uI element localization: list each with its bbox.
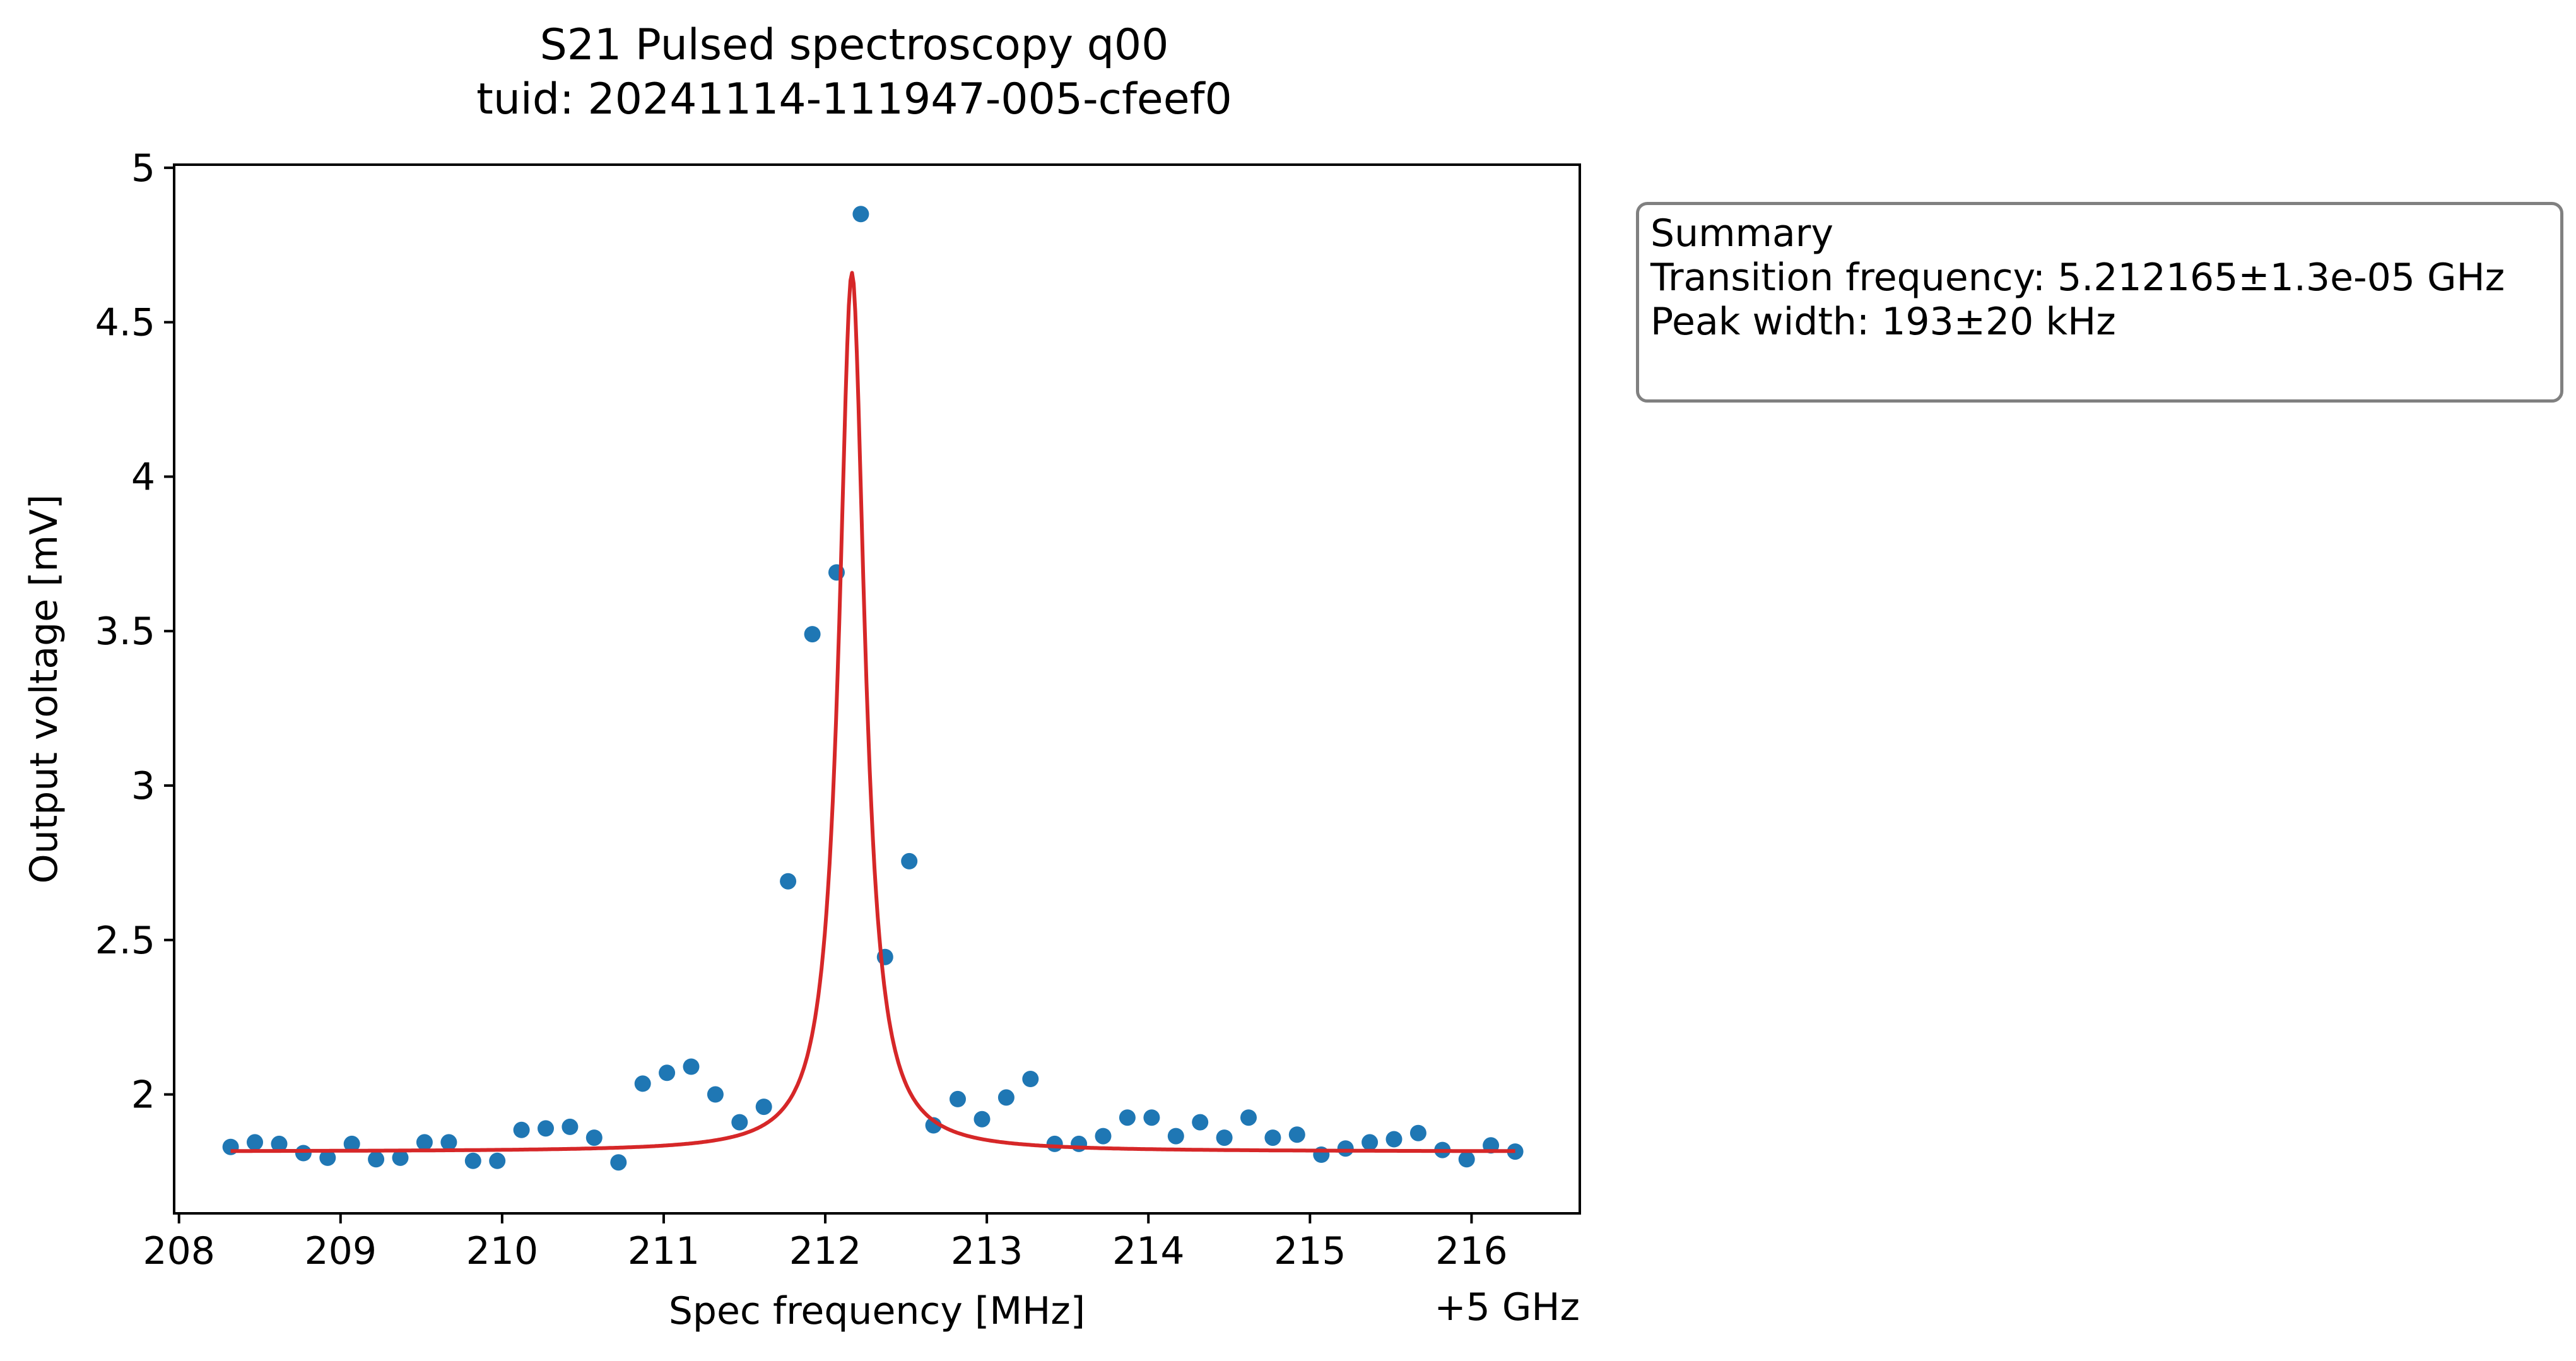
data-point	[585, 1129, 603, 1146]
x-tick-label: 215	[1274, 1229, 1346, 1273]
x-axis-label: Spec frequency [MHz]	[669, 1289, 1085, 1333]
x-tick-label: 216	[1435, 1229, 1508, 1273]
data-point	[950, 1090, 966, 1107]
data-point	[1216, 1129, 1233, 1146]
x-tick-label: 213	[951, 1229, 1023, 1273]
y-tick-label: 5	[131, 146, 155, 191]
data-point	[1240, 1109, 1257, 1126]
x-tick-label: 208	[143, 1229, 215, 1273]
data-point	[538, 1120, 554, 1137]
x-tick-label: 210	[466, 1229, 539, 1273]
summary-transition-frequency: Transition frequency: 5.212165±1.3e-05 G…	[1650, 256, 2505, 300]
data-point	[707, 1086, 724, 1103]
x-tick-label: 212	[789, 1229, 862, 1273]
data-point	[295, 1145, 312, 1162]
fit-line	[230, 271, 1515, 1153]
data-point	[247, 1134, 263, 1151]
data-point	[1288, 1126, 1305, 1143]
data-point	[489, 1152, 506, 1169]
data-point	[1046, 1135, 1063, 1152]
x-offset-label: +5 GHz	[1434, 1285, 1580, 1329]
x-tick-label: 209	[305, 1229, 377, 1273]
data-point	[513, 1121, 530, 1138]
data-point	[1022, 1071, 1039, 1087]
data-point	[755, 1099, 772, 1116]
data-point	[634, 1075, 651, 1092]
data-point	[1095, 1128, 1112, 1145]
data-point	[271, 1135, 288, 1152]
data-point	[610, 1154, 627, 1171]
data-point	[1192, 1114, 1209, 1131]
data-point	[852, 206, 869, 223]
data-point	[1409, 1124, 1426, 1141]
chart-title: S21 Pulsed spectroscopy q00	[540, 20, 1169, 70]
data-point	[1385, 1131, 1403, 1148]
y-tick-label: 2	[131, 1073, 155, 1117]
data-point	[997, 1089, 1015, 1106]
data-point	[1337, 1140, 1354, 1157]
data-point	[440, 1134, 457, 1151]
data-point	[1264, 1129, 1281, 1146]
y-tick-label: 4	[131, 455, 155, 499]
data-point	[1167, 1128, 1184, 1145]
x-tick-label: 214	[1112, 1229, 1185, 1273]
data-point	[659, 1064, 676, 1081]
data-point	[683, 1058, 700, 1075]
y-tick-label: 4.5	[95, 301, 155, 345]
plot-frame	[173, 163, 1581, 1215]
data-point	[319, 1149, 336, 1166]
summary-heading: Summary	[1650, 211, 1833, 256]
data-point	[1458, 1151, 1475, 1168]
data-point	[343, 1135, 360, 1152]
y-axis-label: Output voltage [mV]	[22, 494, 66, 883]
data-point	[731, 1114, 748, 1131]
data-point	[1362, 1134, 1379, 1151]
x-tick-label: 211	[628, 1229, 700, 1273]
data-point	[901, 852, 918, 869]
data-point	[1143, 1109, 1160, 1126]
data-point	[392, 1149, 409, 1166]
y-tick-label: 2.5	[95, 919, 155, 963]
chart-subtitle: tuid: 20241114-111947-005-cfeef0	[476, 74, 1232, 124]
summary-box: Summary Transition frequency: 5.212165±1…	[1636, 202, 2563, 403]
data-point	[1071, 1135, 1088, 1152]
data-point	[973, 1111, 991, 1128]
data-point	[1119, 1109, 1136, 1126]
y-tick-label: 3	[131, 764, 155, 808]
data-point	[416, 1134, 433, 1151]
data-point	[368, 1151, 385, 1168]
y-tick-label: 3.5	[95, 610, 155, 654]
data-point	[464, 1152, 481, 1169]
summary-peak-width: Peak width: 193±20 kHz	[1650, 300, 2116, 344]
data-point	[780, 873, 797, 890]
data-point	[562, 1118, 579, 1135]
data-point	[804, 626, 821, 643]
